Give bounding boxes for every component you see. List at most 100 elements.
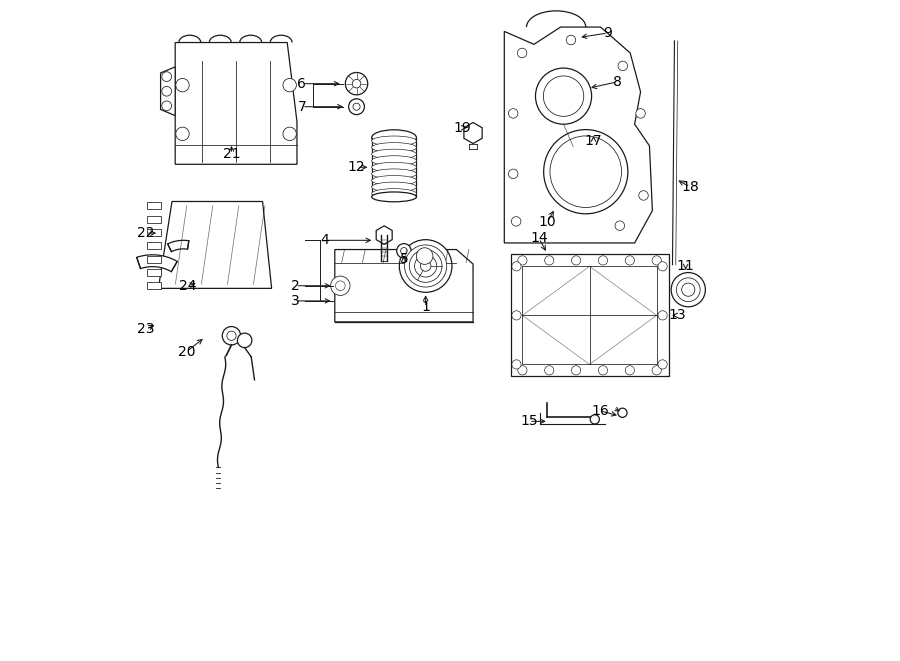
Polygon shape [464,122,482,143]
Text: 14: 14 [530,231,548,245]
Polygon shape [510,254,669,376]
Circle shape [518,366,527,375]
Circle shape [176,127,189,141]
Circle shape [222,327,240,345]
Circle shape [352,79,361,88]
Text: 16: 16 [591,404,609,418]
Circle shape [671,272,706,307]
Ellipse shape [372,188,417,198]
Circle shape [397,244,411,258]
Bar [147,202,161,210]
Circle shape [626,256,634,265]
Ellipse shape [372,156,417,166]
Text: 15: 15 [520,414,538,428]
Bar [147,215,161,223]
Polygon shape [376,226,392,245]
Bar [147,243,161,249]
Text: 5: 5 [400,253,409,266]
Circle shape [677,278,700,301]
Text: 17: 17 [585,134,602,148]
Polygon shape [160,67,176,116]
Circle shape [652,256,662,265]
Circle shape [508,108,518,118]
Circle shape [512,311,521,320]
Circle shape [518,48,526,58]
Text: 24: 24 [179,279,197,293]
Circle shape [410,250,442,282]
Text: 6: 6 [298,77,306,91]
Text: 19: 19 [453,121,471,135]
Circle shape [405,245,446,287]
Bar [147,282,161,290]
Circle shape [550,136,622,208]
Circle shape [518,256,527,265]
Circle shape [176,79,189,92]
Circle shape [346,73,368,95]
Polygon shape [137,254,177,272]
Ellipse shape [372,176,417,185]
Circle shape [618,61,627,71]
Circle shape [420,260,431,271]
Circle shape [566,35,576,45]
Circle shape [238,333,252,348]
Ellipse shape [372,163,417,172]
Circle shape [162,87,172,96]
Circle shape [598,256,608,265]
Ellipse shape [372,192,417,202]
Circle shape [512,262,521,271]
Text: 1: 1 [421,301,430,315]
Bar [147,229,161,236]
Circle shape [162,72,172,81]
Ellipse shape [372,136,417,146]
Circle shape [658,262,667,271]
Circle shape [512,360,521,369]
Text: 9: 9 [604,26,612,40]
Text: 8: 8 [614,75,622,89]
Circle shape [162,101,172,111]
Text: 2: 2 [291,279,300,293]
Circle shape [544,76,584,116]
Circle shape [511,217,521,226]
Bar [147,269,161,276]
Text: 22: 22 [137,226,155,240]
Text: 10: 10 [538,215,556,229]
Polygon shape [176,42,297,165]
Circle shape [658,360,667,369]
Circle shape [415,255,436,277]
Polygon shape [335,250,473,322]
Text: 18: 18 [681,180,699,194]
Circle shape [626,366,634,375]
Ellipse shape [372,130,417,145]
Ellipse shape [372,169,417,178]
Circle shape [227,331,236,340]
Polygon shape [504,27,652,243]
Text: 11: 11 [677,259,695,273]
Text: 3: 3 [291,294,300,308]
Text: 13: 13 [669,309,686,323]
Polygon shape [167,241,189,252]
Circle shape [658,311,667,320]
Circle shape [336,281,346,291]
Circle shape [639,191,648,200]
Circle shape [283,79,296,92]
Circle shape [572,366,580,375]
Ellipse shape [372,143,417,153]
Circle shape [572,256,580,265]
Circle shape [536,68,591,124]
Circle shape [330,276,350,295]
Text: 7: 7 [298,100,306,114]
Circle shape [353,103,360,110]
Circle shape [615,221,625,231]
Text: 21: 21 [222,147,240,161]
Circle shape [400,240,452,292]
Text: 23: 23 [137,322,155,336]
Ellipse shape [372,149,417,159]
Text: 12: 12 [347,160,365,175]
Circle shape [508,169,518,178]
Text: 4: 4 [320,233,329,247]
Circle shape [400,248,407,254]
Circle shape [617,408,627,417]
Circle shape [652,366,662,375]
Text: 20: 20 [178,344,195,358]
Circle shape [544,130,628,214]
